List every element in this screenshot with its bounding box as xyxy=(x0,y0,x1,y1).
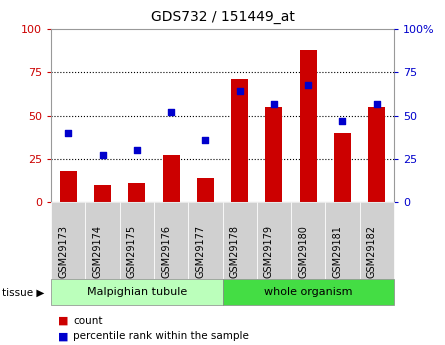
Text: tissue ▶: tissue ▶ xyxy=(2,287,44,297)
Point xyxy=(202,137,209,142)
Text: GDS732 / 151449_at: GDS732 / 151449_at xyxy=(150,10,295,24)
Bar xyxy=(60,171,77,202)
Point xyxy=(373,101,380,106)
Bar xyxy=(265,107,283,202)
Point xyxy=(339,118,346,124)
Bar xyxy=(197,178,214,202)
Text: whole organism: whole organism xyxy=(264,287,352,297)
Text: ■: ■ xyxy=(58,332,69,341)
Point xyxy=(65,130,72,136)
Point xyxy=(271,101,278,106)
Text: GSM29182: GSM29182 xyxy=(367,225,376,278)
Bar xyxy=(162,155,180,202)
Bar xyxy=(94,185,111,202)
Text: GSM29173: GSM29173 xyxy=(58,225,69,278)
Bar xyxy=(128,183,146,202)
Text: ■: ■ xyxy=(58,316,69,326)
Text: GSM29174: GSM29174 xyxy=(93,225,103,278)
Text: count: count xyxy=(73,316,103,326)
Point xyxy=(236,89,243,94)
Text: GSM29178: GSM29178 xyxy=(230,225,239,278)
Text: Malpighian tubule: Malpighian tubule xyxy=(87,287,187,297)
Text: GSM29175: GSM29175 xyxy=(127,225,137,278)
Text: GSM29180: GSM29180 xyxy=(298,225,308,278)
Text: GSM29179: GSM29179 xyxy=(264,225,274,278)
Text: percentile rank within the sample: percentile rank within the sample xyxy=(73,332,249,341)
Text: GSM29181: GSM29181 xyxy=(332,225,343,278)
Bar xyxy=(334,133,351,202)
Point xyxy=(134,147,141,153)
Bar xyxy=(299,50,317,202)
Bar xyxy=(231,79,248,202)
Point xyxy=(305,82,312,87)
Point xyxy=(99,152,106,158)
Text: GSM29177: GSM29177 xyxy=(195,225,205,278)
Text: GSM29176: GSM29176 xyxy=(161,225,171,278)
Point xyxy=(168,109,175,115)
Bar xyxy=(368,107,385,202)
